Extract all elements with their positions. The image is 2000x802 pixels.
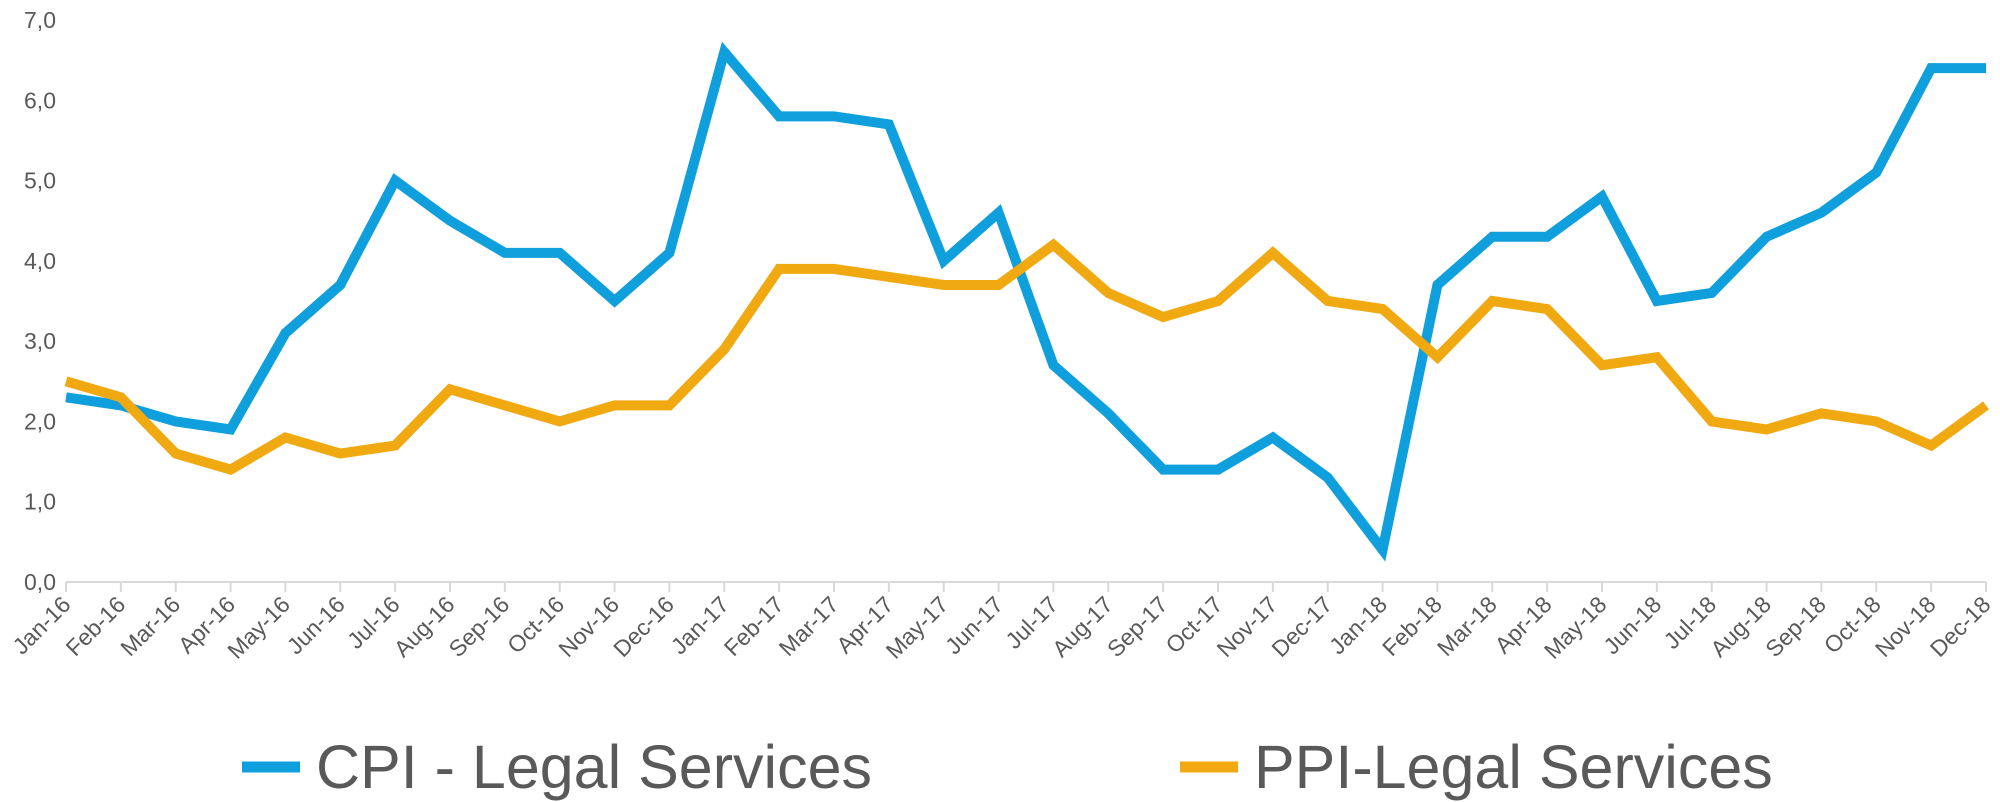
x-tick-label: Aug-17 — [1047, 591, 1118, 662]
x-tick-label: Sep-16 — [444, 591, 515, 662]
y-tick-label: 3,0 — [24, 328, 56, 354]
x-tick-label: Feb-16 — [60, 591, 130, 661]
x-tick-label: Aug-18 — [1705, 591, 1776, 662]
y-tick-label: 2,0 — [24, 408, 56, 434]
x-tick-label: Dec-18 — [1925, 591, 1996, 662]
x-tick-label: Nov-16 — [553, 591, 624, 662]
x-tick-label: Sep-17 — [1102, 591, 1173, 662]
x-tick-label: Feb-17 — [719, 591, 789, 661]
x-tick-label: May-18 — [1539, 591, 1612, 664]
x-tick-label: Jun-18 — [1598, 591, 1666, 659]
x-tick-label: Nov-18 — [1870, 591, 1941, 662]
x-tick-label: Mar-16 — [115, 591, 185, 661]
x-tick-label: Nov-17 — [1212, 591, 1283, 662]
x-tick-label: Dec-16 — [608, 591, 679, 662]
y-tick-label: 5,0 — [24, 168, 56, 194]
x-tick-label: Jan-18 — [1324, 591, 1392, 659]
y-tick-label: 1,0 — [24, 489, 56, 515]
y-tick-label: 0,0 — [24, 569, 56, 595]
x-tick-label: May-16 — [222, 591, 295, 664]
x-tick-label: Sep-18 — [1760, 591, 1831, 662]
x-tick-label: Mar-18 — [1432, 591, 1502, 661]
x-tick-label: May-17 — [881, 591, 954, 664]
x-tick-label: Feb-18 — [1377, 591, 1447, 661]
y-tick-label: 4,0 — [24, 248, 56, 274]
legend-label: CPI - Legal Services — [316, 733, 872, 801]
x-tick-label: Jun-16 — [282, 591, 350, 659]
line-series — [65, 41, 1986, 562]
x-tick-label: Jan-17 — [666, 591, 734, 659]
line-series — [64, 238, 1989, 476]
legend-label: PPI-Legal Services — [1254, 733, 1773, 801]
x-tick-label: Aug-16 — [389, 591, 460, 662]
x-tick-label: Jun-17 — [940, 591, 1008, 659]
x-tick-label: Mar-17 — [774, 591, 844, 661]
x-tick-label: Dec-17 — [1266, 591, 1337, 662]
y-tick-label: 7,0 — [24, 7, 56, 33]
y-tick-label: 6,0 — [24, 87, 56, 113]
x-tick-label: Jan-16 — [7, 591, 75, 659]
